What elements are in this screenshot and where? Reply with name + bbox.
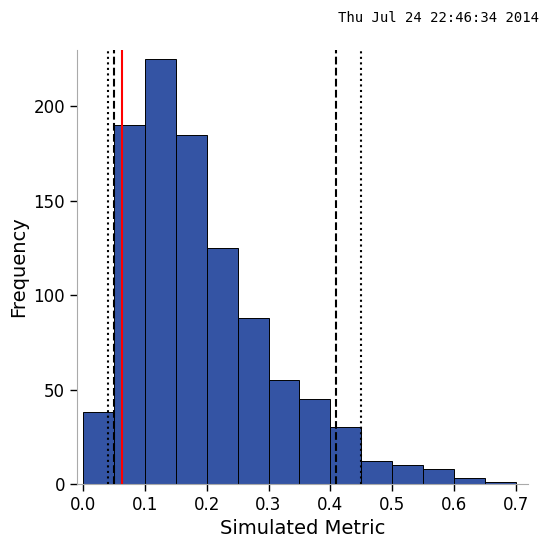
Bar [423,469,454,484]
Bar [207,248,238,484]
X-axis label: Simulated Metric: Simulated Metric [220,519,385,538]
Bar [114,125,145,484]
Bar [392,465,423,484]
Y-axis label: Frequency: Frequency [9,216,28,317]
Bar [331,427,361,484]
Bar [485,482,516,484]
Bar [176,135,207,484]
Text: Thu Jul 24 22:46:34 2014: Thu Jul 24 22:46:34 2014 [338,11,539,25]
Bar [454,478,485,484]
Bar [238,318,268,484]
Bar [299,399,331,484]
Bar [361,461,392,484]
Bar [145,59,176,484]
Bar [83,412,114,484]
Bar [268,380,299,484]
